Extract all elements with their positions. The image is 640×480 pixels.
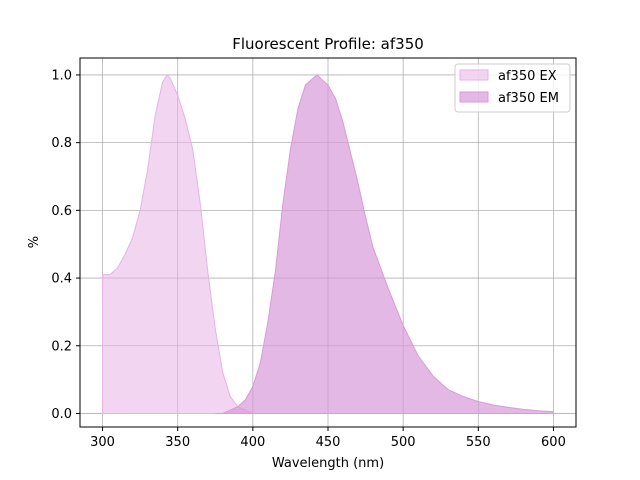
legend-swatch-em [459, 91, 489, 103]
y-tick-label-5: 1.0 [51, 68, 72, 83]
x-axis-label: Wavelength (nm) [272, 456, 384, 471]
y-tick-label-0: 0.0 [51, 407, 72, 422]
x-tick-label-5: 550 [466, 435, 491, 450]
x-axis-ticks: 300 350 400 450 500 550 600 [90, 427, 566, 450]
area-af350-ex [102, 74, 254, 414]
x-tick-label-1: 350 [165, 435, 190, 450]
area-af350-em [215, 74, 554, 414]
y-axis-ticks: 0.0 0.2 0.4 0.6 0.8 1.0 [51, 68, 80, 422]
x-tick-label-0: 300 [90, 435, 115, 450]
y-axis-label: % [27, 236, 42, 248]
y-tick-label-2: 0.4 [51, 272, 72, 287]
x-tick-label-4: 500 [391, 435, 416, 450]
y-tick-label-3: 0.6 [51, 204, 72, 219]
chart-title: Fluorescent Profile: af350 [232, 35, 424, 53]
y-tick-label-4: 0.8 [51, 136, 72, 151]
x-tick-label-2: 400 [240, 435, 265, 450]
x-tick-label-6: 600 [541, 435, 566, 450]
x-tick-label-3: 450 [316, 435, 341, 450]
legend-swatch-ex [459, 69, 489, 81]
legend-label-em: af350 EM [498, 91, 559, 106]
legend-label-ex: af350 EX [498, 69, 557, 84]
legend: af350 EX af350 EM [454, 63, 571, 113]
series-areas [102, 74, 554, 414]
y-tick-label-1: 0.2 [51, 339, 72, 354]
